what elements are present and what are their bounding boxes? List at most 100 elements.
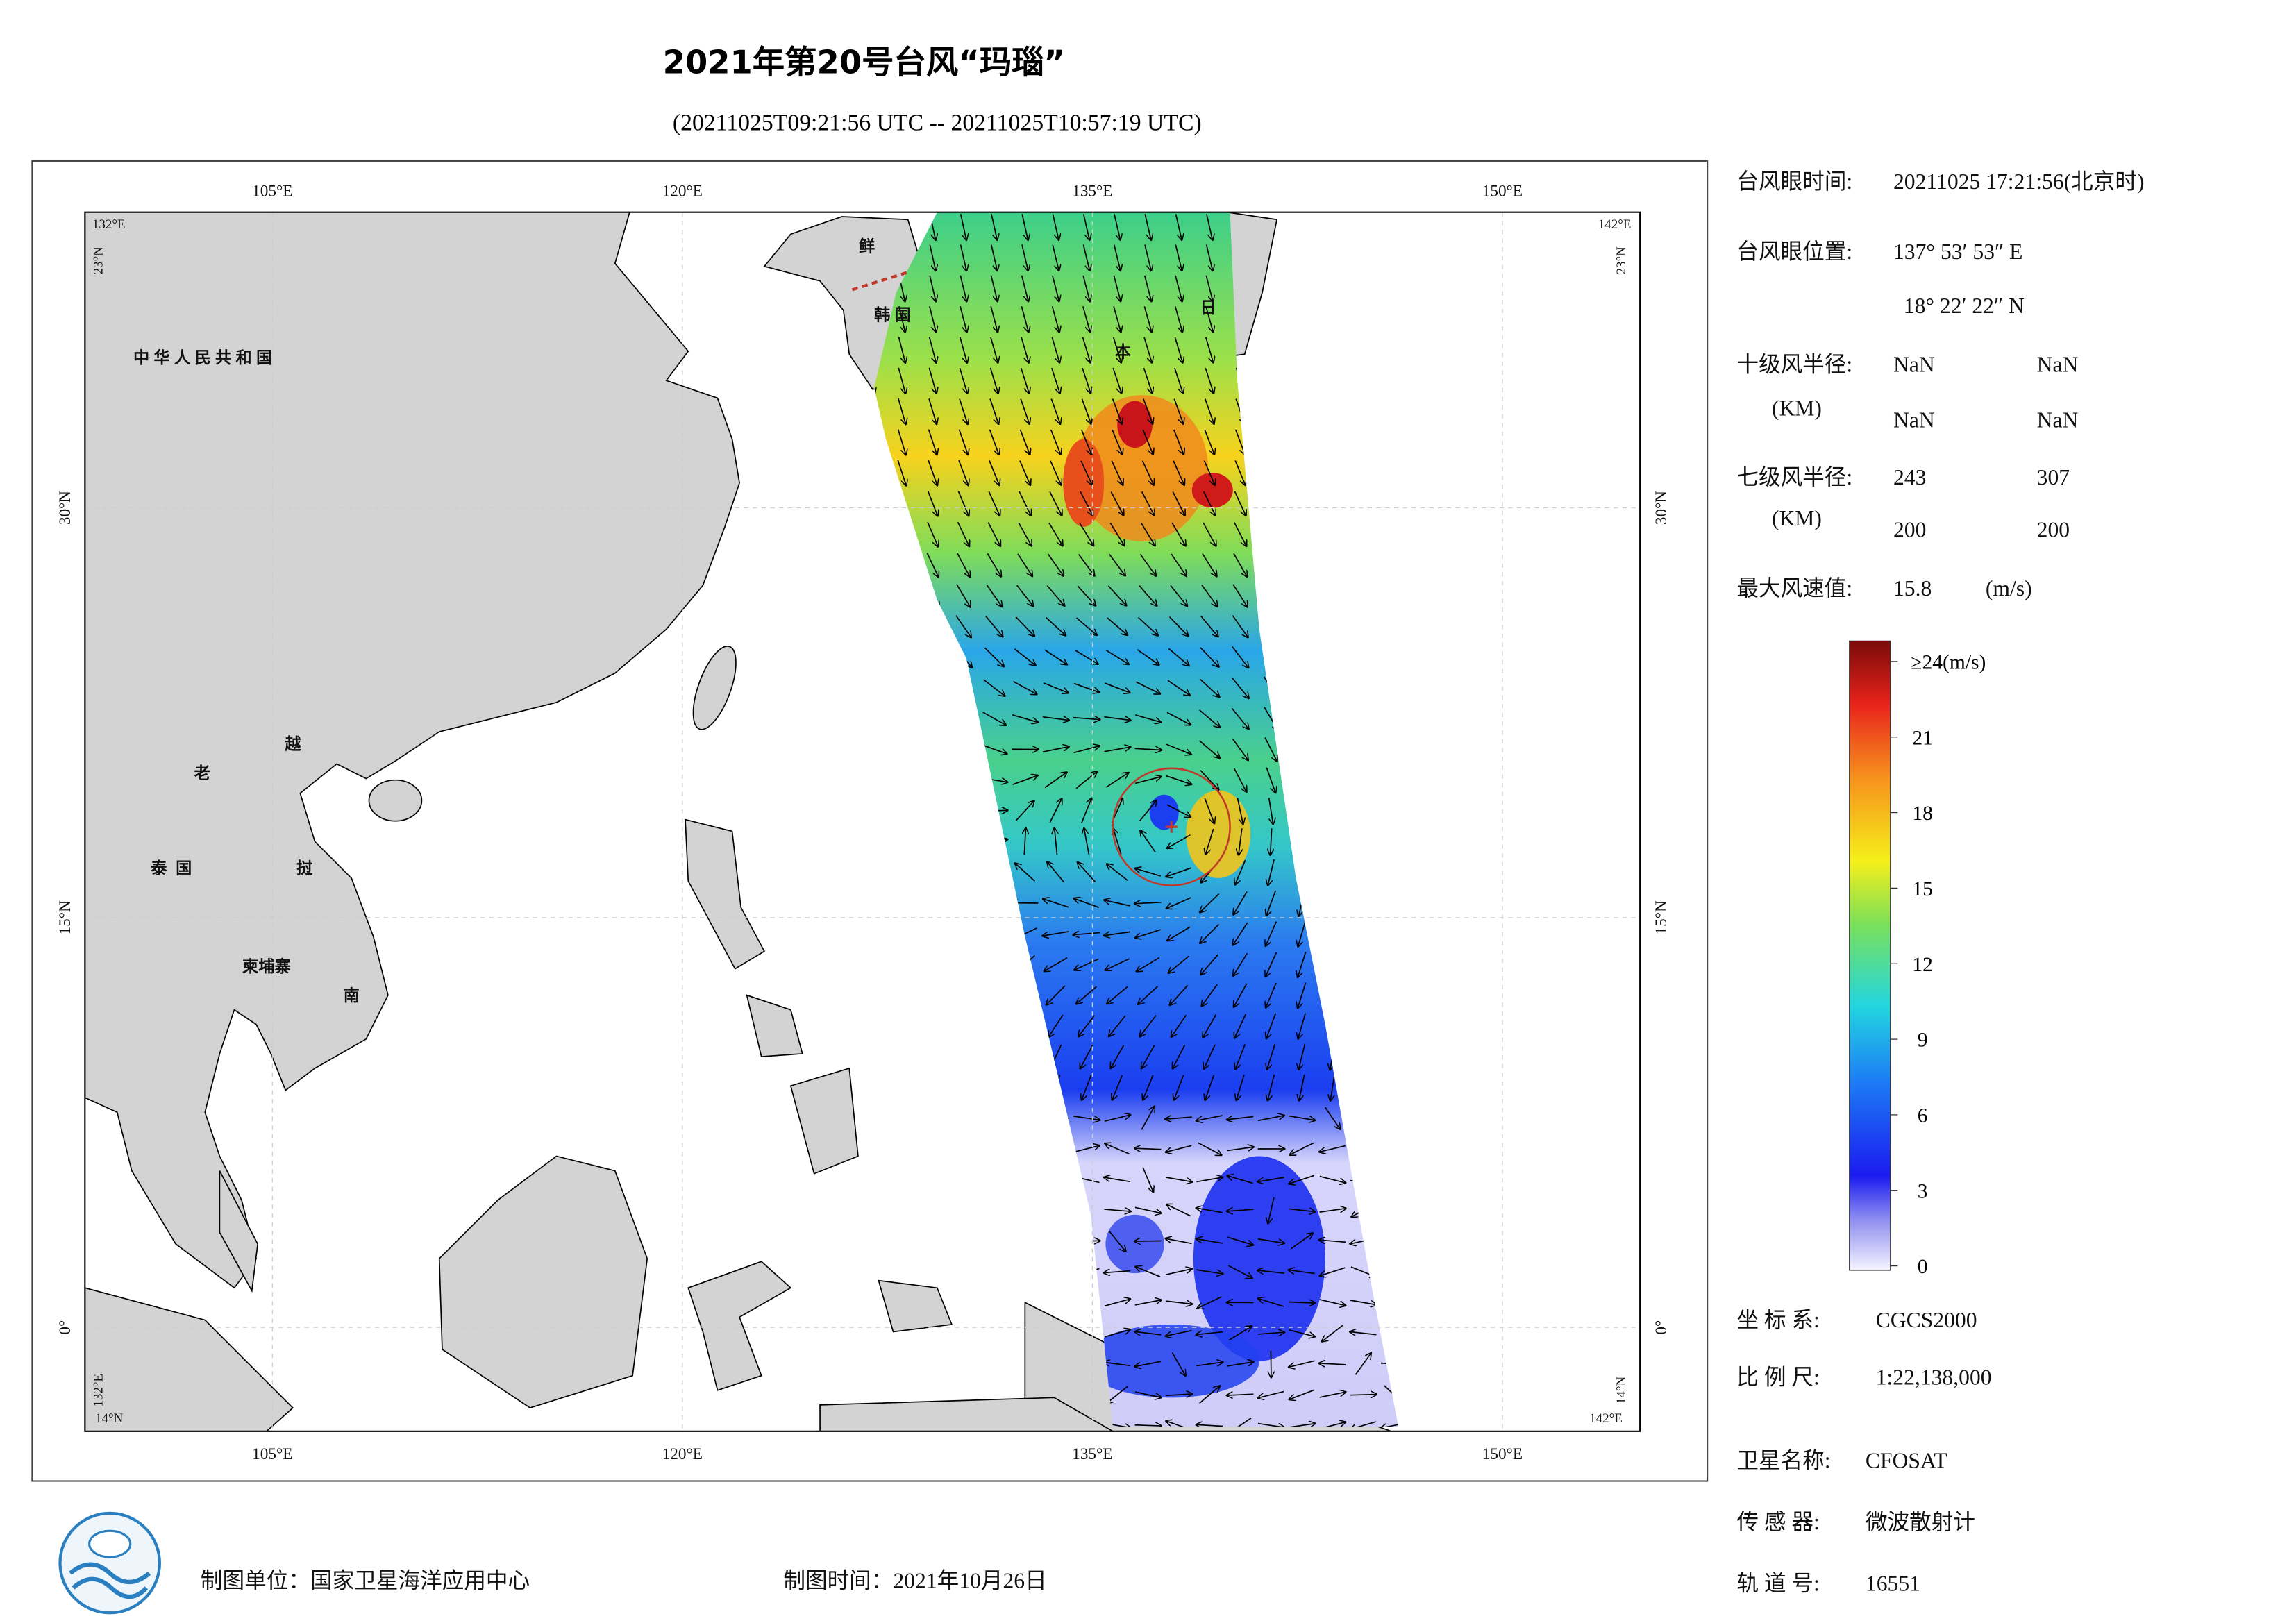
wind-arrow (1073, 718, 1100, 720)
info-unit: (KM) (1772, 396, 1822, 421)
info-label: 传 感 器: (1736, 1510, 1819, 1534)
wind-arrow (1299, 1074, 1305, 1100)
lat-label: 0° (1652, 1320, 1670, 1335)
wind-arrow (1134, 748, 1162, 750)
wind-arrow (1052, 214, 1058, 239)
wind-arrow (1175, 275, 1182, 301)
wind-arrow (1139, 986, 1159, 1004)
info-value: NaN (2037, 408, 2079, 432)
info-unit: (KM) (1772, 506, 1822, 530)
wind-arrow (1200, 647, 1218, 666)
wind-arrow (1134, 1391, 1161, 1397)
wind-arrow (1257, 1238, 1284, 1243)
wind-arrow (1202, 984, 1218, 1006)
wind-arrow (1137, 616, 1158, 635)
wind-arrow (1073, 682, 1099, 693)
wind-arrow (1268, 798, 1273, 823)
wind-arrow (1135, 929, 1161, 938)
wind-arrow (1105, 958, 1130, 970)
wind-arrow (1232, 738, 1248, 760)
wind-arrow (1227, 1116, 1254, 1119)
wind-arrow (1233, 922, 1248, 945)
info-label: 十级风半径: (1736, 352, 1852, 376)
wind-arrow (1234, 891, 1248, 914)
wind-arrow (1200, 893, 1220, 912)
wind-arrow (1104, 1271, 1131, 1273)
wind-arrow (928, 460, 937, 485)
wind-arrow (1320, 1145, 1346, 1152)
wind-arrow (1268, 1074, 1275, 1100)
wind-arrow (1046, 585, 1064, 606)
wind-arrow (1289, 1329, 1315, 1337)
wind-arrow (1113, 306, 1121, 332)
wind-arrow (1015, 801, 1034, 821)
wind-arrow (1104, 1115, 1130, 1122)
place-label: 鲜 (859, 237, 875, 256)
wind-arrow (1073, 1116, 1100, 1120)
corner-label: 142°E (1589, 1411, 1623, 1426)
wind-arrow (1073, 746, 1100, 754)
wind-arrow (1143, 275, 1152, 301)
wind-arrow (1319, 1422, 1346, 1427)
wind-arrow (1204, 429, 1214, 454)
wind-arrow (1170, 585, 1187, 606)
wind-arrow (1289, 1389, 1314, 1399)
wind-arrow (1268, 1197, 1275, 1223)
colorbar-tick-label: 0 (1918, 1256, 1928, 1278)
wind-arrow (1232, 584, 1247, 607)
lat-label: 30°N (56, 491, 74, 525)
corner-label: 142°E (1598, 217, 1632, 232)
wind-arrow (1288, 1209, 1315, 1211)
wind-arrow (1112, 1075, 1123, 1100)
wind-arrow (1017, 553, 1032, 576)
logo (58, 1511, 161, 1615)
wind-arrow (989, 429, 999, 455)
lon-label: 135°E (1072, 1445, 1112, 1463)
wind-arrow (1257, 1422, 1284, 1427)
wind-arrow (990, 306, 998, 332)
wind-arrow (959, 398, 967, 423)
wind-arrow (1298, 1043, 1306, 1070)
colorbar-tick-label: 21 (1912, 727, 1933, 749)
wind-arrow (1232, 646, 1248, 668)
info-value: 20211025 17:21:56(北京时) (1893, 169, 2145, 194)
wind-arrow (1264, 737, 1277, 761)
wind-arrow (1257, 1116, 1284, 1122)
wind-arrow (989, 398, 998, 423)
wind-arrow (1107, 585, 1125, 605)
wind-arrow (1203, 1014, 1217, 1037)
place-label: 日 (1200, 298, 1216, 317)
wind-arrow (928, 429, 937, 455)
wind-arrow (955, 615, 971, 637)
wind-arrow (1289, 1115, 1314, 1120)
wind-arrow (957, 553, 970, 577)
wind-arrow (1166, 1421, 1191, 1427)
wind-arrow (1051, 306, 1059, 332)
colorbar-tick-label: 3 (1918, 1180, 1928, 1202)
wind-arrow (1075, 617, 1097, 635)
wind-arrow (1166, 1145, 1192, 1152)
typhoon-eye (1165, 821, 1178, 833)
wind-radius (1112, 767, 1231, 886)
wind-arrow (1239, 828, 1242, 855)
wind-arrow (1233, 553, 1247, 576)
info-value: CFOSAT (1866, 1449, 1947, 1473)
wind-arrow (1134, 1300, 1161, 1306)
wind-arrow (1135, 714, 1161, 722)
high-wind (1117, 401, 1153, 448)
wind-arrow (1231, 677, 1248, 698)
wind-arrow (1144, 244, 1151, 271)
low-wind (1083, 1324, 1259, 1398)
wind-arrow (1135, 902, 1162, 904)
wind-arrow (1139, 585, 1157, 606)
wind-arrow (1074, 898, 1100, 909)
info-label: 七级风半径: (1736, 465, 1852, 489)
wind-arrow (1168, 926, 1191, 941)
info-value: 18° 22′ 22″ N (1904, 294, 2025, 318)
wind-arrow (1166, 897, 1191, 908)
wind-arrow (1171, 1014, 1187, 1036)
wind-arrow (1165, 1177, 1191, 1182)
wind-arrow (1134, 777, 1161, 784)
info-value: 1:22,138,000 (1876, 1365, 1992, 1389)
